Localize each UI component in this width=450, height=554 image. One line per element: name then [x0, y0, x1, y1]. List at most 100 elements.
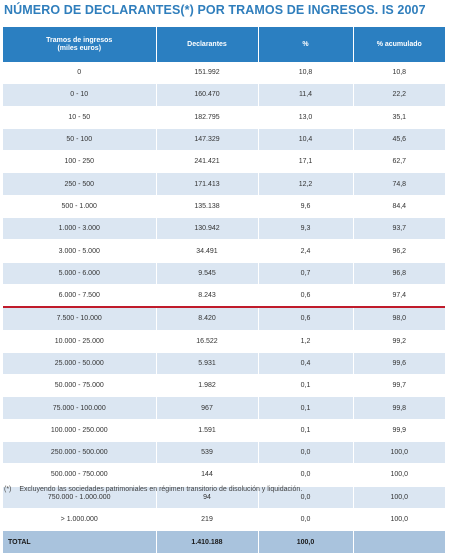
- cell-declarantes: 9.545: [156, 262, 259, 285]
- table-row: 10.000 - 25.000 16.522 1,2 99,2: [3, 330, 445, 353]
- table-row: 250.000 - 500.000 539 0,0 100,0: [3, 441, 445, 465]
- cell-tramo: 5.000 - 6.000: [3, 262, 157, 285]
- cell-pct: 0,0: [258, 508, 354, 532]
- cell-pct: 0,4: [258, 352, 354, 376]
- footnote: (*) Excluyendo las sociedades patrimonial…: [4, 486, 302, 493]
- table-body: 0 151.992 10,8 10,8 0 - 10 160.470 11,4 22,2 10 …: [3, 62, 445, 554]
- cell-tramo: > 1.000.000: [3, 508, 157, 532]
- cell-pct-acumulado: 97,4: [353, 284, 445, 309]
- total-pct: 100,0: [258, 530, 354, 554]
- header-pct: %: [258, 27, 354, 62]
- table-header-row: Tramos de ingresos (miles euros) Declara…: [3, 27, 445, 62]
- table-row: 100.000 - 250.000 1.591 0,1 99,9: [3, 419, 445, 443]
- cell-declarantes: 16.522: [156, 330, 259, 353]
- table-row: 10 - 50 182.795 13,0 35,1: [3, 106, 445, 129]
- declarantes-table: Tramos de ingresos (miles euros) Declara…: [3, 27, 445, 554]
- table-row: > 1.000.000 219 0,0 100,0: [3, 508, 445, 532]
- footnote-text: Excluyendo las sociedades patrimoniales …: [19, 486, 303, 493]
- table-row: 3.000 - 5.000 34.491 2,4 96,2: [3, 239, 445, 263]
- cell-declarantes: 34.491: [156, 239, 259, 263]
- header-tramos-line2: (miles euros): [57, 44, 102, 52]
- table-row: 50 - 100 147.329 10,4 45,6: [3, 128, 445, 152]
- cell-pct: 9,6: [258, 195, 354, 219]
- cell-pct: 9,3: [258, 217, 354, 241]
- cell-tramo: 1.000 - 3.000: [3, 217, 157, 241]
- cell-pct: 12,2: [258, 172, 354, 196]
- cell-declarantes: 144: [156, 463, 259, 487]
- cell-pct-acumulado: 99,8: [353, 396, 445, 420]
- total-row: TOTAL 1.410.188 100,0: [3, 530, 445, 554]
- cell-pct: 2,4: [258, 239, 354, 263]
- total-declarantes: 1.410.188: [156, 530, 259, 554]
- cell-tramo: 100 - 250: [3, 150, 157, 174]
- cell-pct: 13,0: [258, 106, 354, 129]
- cell-pct-acumulado: 96,2: [353, 239, 445, 263]
- header-tramos: Tramos de ingresos (miles euros): [3, 27, 157, 62]
- cell-pct: 0,7: [258, 262, 354, 285]
- table-row: 7.500 - 10.000 8.420 0,6 98,0: [3, 307, 445, 331]
- cell-pct-acumulado: 100,0: [353, 486, 445, 509]
- header-pct-acumulado: % acumulado: [353, 27, 445, 62]
- cell-pct-acumulado: 10,8: [353, 62, 445, 85]
- cell-pct: 11,4: [258, 83, 354, 107]
- table-row: 5.000 - 6.000 9.545 0,7 96,8: [3, 262, 445, 285]
- cell-tramo: 0: [3, 62, 157, 85]
- table-row: 25.000 - 50.000 5.931 0,4 99,6: [3, 352, 445, 376]
- cell-declarantes: 171.413: [156, 172, 259, 196]
- cell-declarantes: 151.992: [156, 62, 259, 85]
- cell-tramo: 50 - 100: [3, 128, 157, 152]
- cell-tramo: 6.000 - 7.500: [3, 284, 157, 309]
- cell-tramo: 25.000 - 50.000: [3, 352, 157, 376]
- cell-tramo: 250.000 - 500.000: [3, 441, 157, 465]
- total-pct-acumulado: [353, 530, 445, 554]
- cell-pct-acumulado: 100,0: [353, 508, 445, 532]
- header-declarantes: Declarantes: [156, 27, 259, 62]
- table-row: 75.000 - 100.000 967 0,1 99,8: [3, 396, 445, 420]
- cell-tramo: 500.000 - 750.000: [3, 463, 157, 487]
- cell-pct: 0,0: [258, 463, 354, 487]
- cell-pct: 0,6: [258, 284, 354, 309]
- page-title: NÚMERO DE DECLARANTES(*) POR TRAMOS DE I…: [4, 3, 426, 17]
- cell-pct: 0,6: [258, 307, 354, 331]
- cell-pct: 0,1: [258, 419, 354, 443]
- cell-tramo: 50.000 - 75.000: [3, 374, 157, 398]
- cell-pct-acumulado: 22,2: [353, 83, 445, 107]
- cell-tramo: 75.000 - 100.000: [3, 396, 157, 420]
- cell-declarantes: 130.942: [156, 217, 259, 241]
- cell-pct: 10,8: [258, 62, 354, 85]
- cell-tramo: 3.000 - 5.000: [3, 239, 157, 263]
- table-row: 100 - 250 241.421 17,1 62,7: [3, 150, 445, 174]
- header-tramos-line1: Tramos de ingresos: [46, 36, 113, 44]
- cell-declarantes: 539: [156, 441, 259, 465]
- table-row: 500 - 1.000 135.138 9,6 84,4: [3, 195, 445, 219]
- cell-pct-acumulado: 98,0: [353, 307, 445, 331]
- cell-pct: 1,2: [258, 330, 354, 353]
- cell-declarantes: 1.982: [156, 374, 259, 398]
- cell-pct-acumulado: 93,7: [353, 217, 445, 241]
- cell-declarantes: 182.795: [156, 106, 259, 129]
- cell-pct-acumulado: 45,6: [353, 128, 445, 152]
- cell-tramo: 10 - 50: [3, 106, 157, 129]
- cell-pct-acumulado: 84,4: [353, 195, 445, 219]
- cell-pct-acumulado: 74,8: [353, 172, 445, 196]
- cell-pct-acumulado: 99,7: [353, 374, 445, 398]
- cell-declarantes: 241.421: [156, 150, 259, 174]
- cell-pct-acumulado: 35,1: [353, 106, 445, 129]
- cell-declarantes: 8.420: [156, 307, 259, 331]
- table-row: 50.000 - 75.000 1.982 0,1 99,7: [3, 374, 445, 398]
- cell-declarantes: 135.138: [156, 195, 259, 219]
- cell-declarantes: 8.243: [156, 284, 259, 309]
- table-row: 250 - 500 171.413 12,2 74,8: [3, 172, 445, 196]
- cell-pct-acumulado: 100,0: [353, 463, 445, 487]
- cell-pct-acumulado: 99,9: [353, 419, 445, 443]
- cell-pct: 0,1: [258, 374, 354, 398]
- cell-declarantes: 147.329: [156, 128, 259, 152]
- cell-pct: 10,4: [258, 128, 354, 152]
- cell-pct-acumulado: 62,7: [353, 150, 445, 174]
- table-row: 500.000 - 750.000 144 0,0 100,0: [3, 463, 445, 487]
- table-row: 6.000 - 7.500 8.243 0,6 97,4: [3, 284, 445, 309]
- footnote-mark: (*): [4, 486, 12, 493]
- total-label: TOTAL: [3, 530, 157, 554]
- cell-tramo: 10.000 - 25.000: [3, 330, 157, 353]
- cell-declarantes: 5.931: [156, 352, 259, 376]
